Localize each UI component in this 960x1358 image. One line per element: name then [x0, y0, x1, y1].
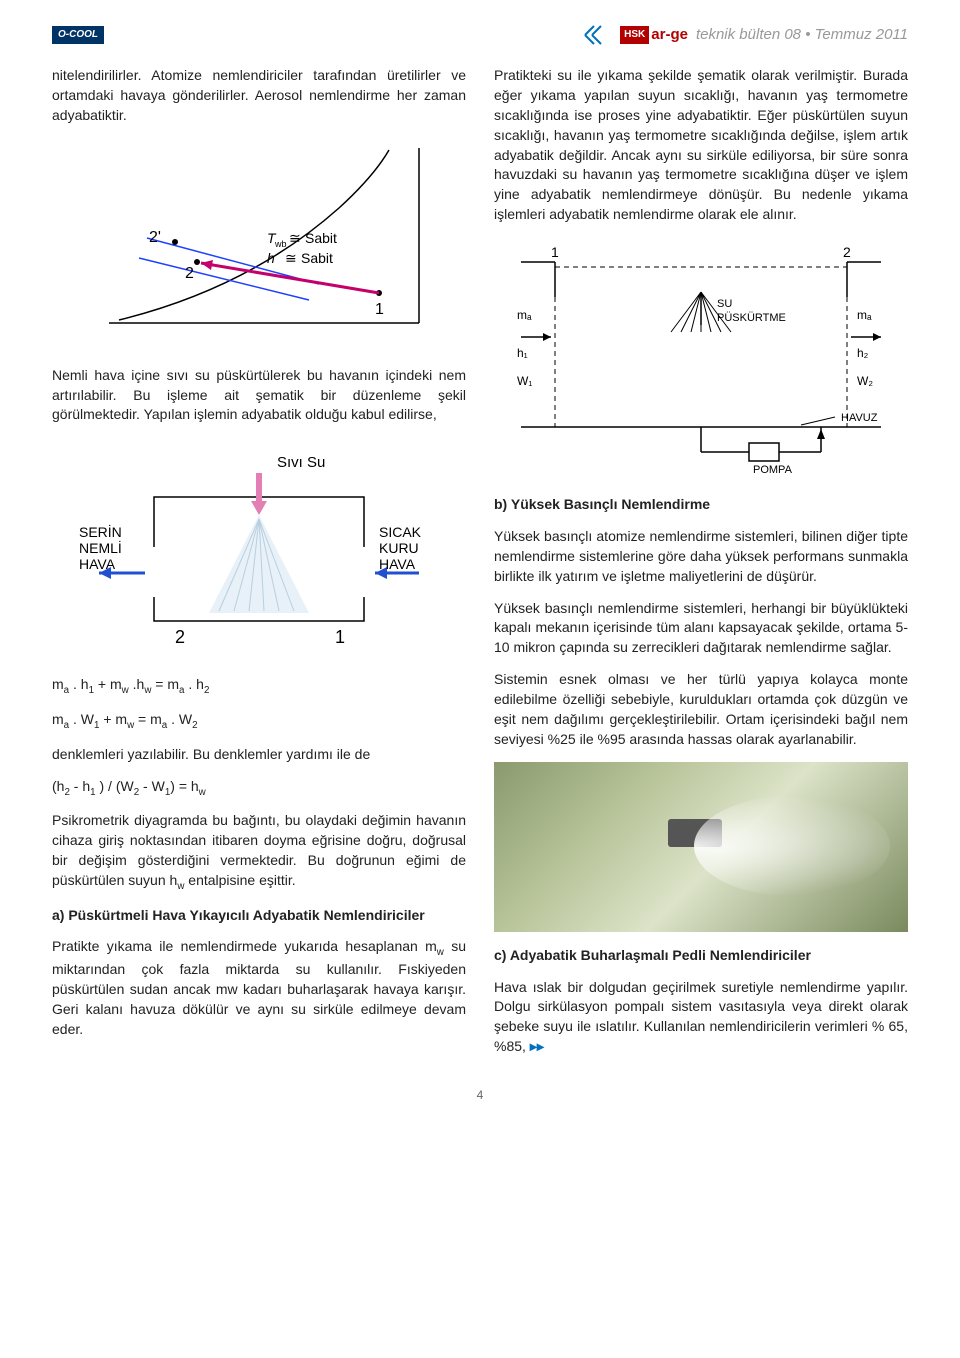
left-p1: nitelendirilirler. Atomize nemlendiricil… — [52, 66, 466, 126]
hsk-logo: HSK ar-ge — [584, 24, 688, 46]
right-p3: Yüksek basınçlı nemlendirme sistemleri, … — [494, 599, 908, 659]
left-p4: Psikrometrik diyagramda bu bağıntı, bu o… — [52, 811, 466, 893]
right-column: Pratikteki su ile yıkama şekilde şematik… — [494, 66, 908, 1069]
header-right: HSK ar-ge teknik bülten 08 • Temmuz 2011 — [584, 24, 908, 46]
right-p4: Sistemin esnek olması ve her türlü yapıy… — [494, 670, 908, 750]
svg-text:Sabit: Sabit — [301, 250, 333, 266]
right-p1: Pratikteki su ile yıkama şekilde şematik… — [494, 66, 908, 225]
svg-text:POMPA: POMPA — [753, 464, 793, 476]
left-column: nitelendirilirler. Atomize nemlendiricil… — [52, 66, 466, 1069]
figure-washing-system: 1 2 mₐ h₁ W₁ mₐ h₂ — [494, 237, 908, 477]
svg-text:Sıvı Su: Sıvı Su — [277, 454, 325, 471]
left-p5: Pratikte yıkama ile nemlendirmede yukarı… — [52, 937, 466, 1039]
heading-b: b) Yüksek Basınçlı Nemlendirme — [494, 495, 908, 515]
svg-text:≅: ≅ — [289, 230, 301, 246]
svg-text:h: h — [267, 250, 275, 266]
continue-icon: ▸▸ — [530, 1038, 544, 1054]
left-p2: Nemli hava içine sıvı su püskürtülerek b… — [52, 366, 466, 426]
page-header: O-COOL HSK ar-ge teknik bülten 08 • Temm… — [52, 24, 908, 46]
svg-text:2: 2 — [843, 244, 851, 260]
svg-text:2': 2' — [149, 229, 161, 246]
ocool-badge: O-COOL — [52, 26, 104, 44]
svg-text:1: 1 — [551, 244, 559, 260]
arge-text: ar-ge — [651, 24, 688, 45]
svg-text:≅: ≅ — [285, 250, 297, 266]
nozzle-photo — [494, 762, 908, 932]
bulletin-title: teknik bülten 08 • Temmuz 2011 — [696, 24, 908, 45]
svg-text:h₂: h₂ — [857, 346, 869, 360]
svg-text:PÜSKÜRTME: PÜSKÜRTME — [717, 312, 786, 324]
heading-a: a) Püskürtmeli Hava Yıkayıcılı Adyabatik… — [52, 906, 466, 926]
svg-text:1: 1 — [335, 627, 345, 647]
svg-text:HAVUZ: HAVUZ — [841, 412, 878, 424]
hsk-text: HSK — [620, 26, 649, 44]
svg-text:W₁: W₁ — [517, 374, 532, 388]
right-p2: Yüksek basınçlı atomize nemlendirme sist… — [494, 527, 908, 587]
heading-c: c) Adyabatik Buharlaşmalı Pedli Nemlendi… — [494, 946, 908, 966]
svg-text:wb: wb — [274, 239, 287, 249]
page-number: 4 — [52, 1087, 908, 1104]
svg-text:mₐ: mₐ — [517, 308, 532, 322]
equation-1: ma . h1 + mw .hw = ma . h2 — [52, 675, 466, 698]
figure-spray-schematic: Sıvı Su — [52, 437, 466, 657]
equation-3: (h2 - h1 ) / (W2 - W1) = hw — [52, 777, 466, 800]
svg-text:SU: SU — [717, 298, 732, 310]
svg-text:2: 2 — [185, 265, 194, 282]
svg-text:2: 2 — [175, 627, 185, 647]
svg-text:1: 1 — [375, 301, 384, 318]
svg-text:Sabit: Sabit — [305, 230, 337, 246]
left-p3: denklemleri yazılabilir. Bu denklemler y… — [52, 745, 466, 765]
svg-text:W₂: W₂ — [857, 374, 873, 388]
right-p5: Hava ıslak bir dolgudan geçirilmek suret… — [494, 978, 908, 1058]
svg-text:h₁: h₁ — [517, 346, 528, 360]
svg-text:mₐ: mₐ — [857, 308, 872, 322]
figure-psychrometric: T wb ≅ Sabit h ≅ Sabit 1 2 — [52, 138, 466, 348]
equation-2: ma . W1 + mw = ma . W2 — [52, 710, 466, 733]
